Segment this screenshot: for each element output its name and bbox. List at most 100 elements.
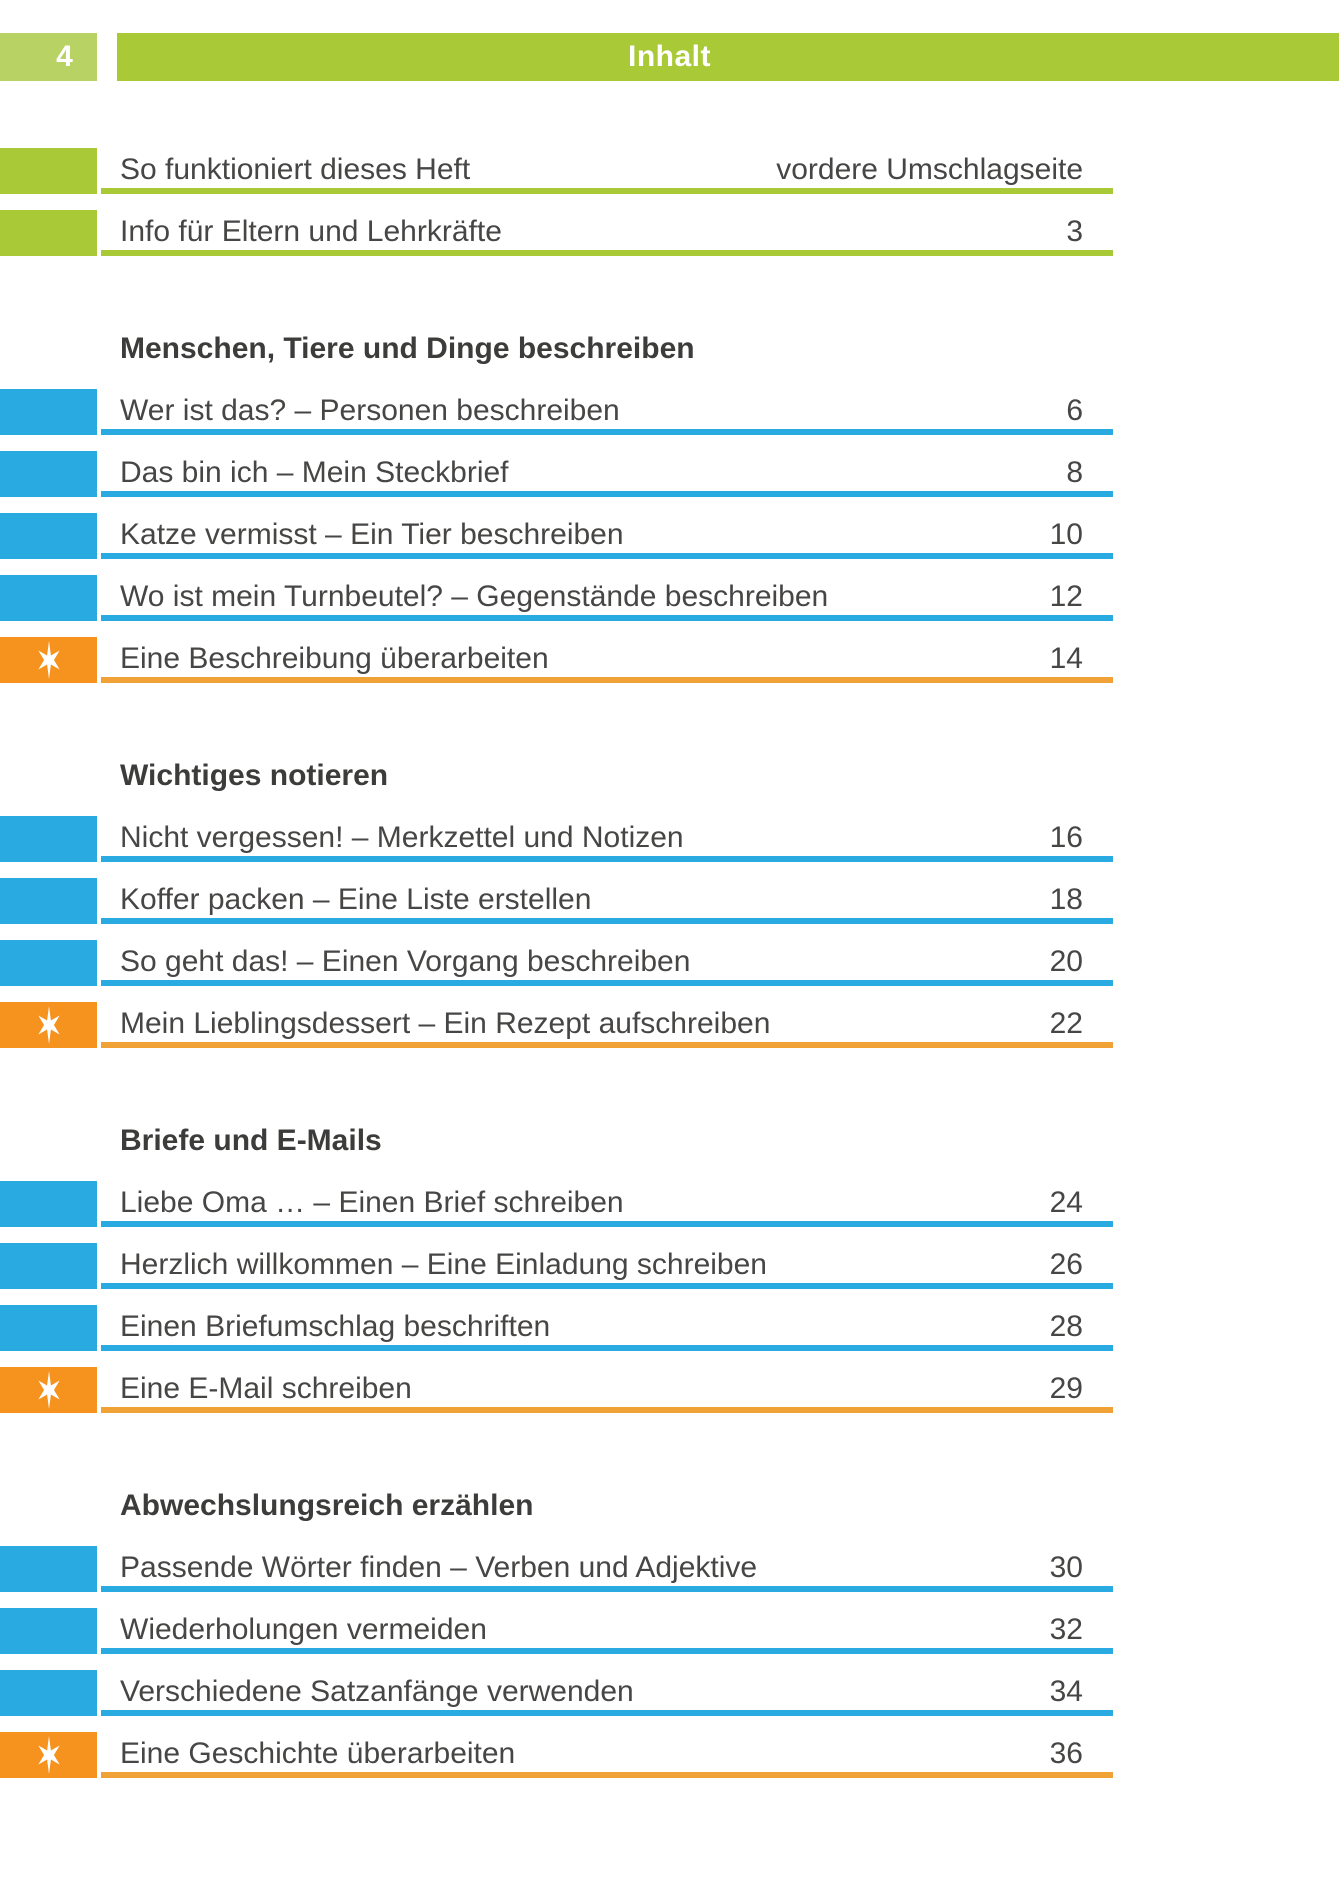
star-icon xyxy=(37,641,60,679)
toc-entry-page: 24 xyxy=(1049,1186,1083,1219)
toc-entry-page: 34 xyxy=(1049,1675,1083,1708)
toc-row: So geht das! – Einen Vorgang beschreiben… xyxy=(0,940,1339,986)
toc-row: Passende Wörter finden – Verben und Adje… xyxy=(0,1546,1339,1592)
section-heading: Wichtiges notieren xyxy=(120,759,389,792)
toc-entry-title: Eine Geschichte überarbeiten xyxy=(120,1737,516,1770)
toc-row-rule xyxy=(101,1648,1113,1654)
color-tab xyxy=(0,1243,97,1289)
color-tab xyxy=(0,1608,97,1654)
toc-row: Einen Briefumschlag beschriften 28 xyxy=(0,1305,1339,1351)
toc-row-rule xyxy=(101,1586,1113,1592)
toc-row: Verschiedene Satzanfänge verwenden 34 xyxy=(0,1670,1339,1716)
page-title: Inhalt xyxy=(628,40,711,73)
toc-row: Nicht vergessen! – Merkzettel und Notize… xyxy=(0,816,1339,862)
table-of-contents: So funktioniert dieses Heft vordere Umsch… xyxy=(0,148,1339,1794)
section-heading: Menschen, Tiere und Dinge beschreiben xyxy=(120,332,695,365)
toc-entry-page: 14 xyxy=(1049,642,1083,675)
color-tab xyxy=(0,1305,97,1351)
toc-entry-title: So funktioniert dieses Heft xyxy=(120,153,471,186)
toc-section: Abwechslungsreich erzählen Passende Wörte… xyxy=(0,1429,1339,1778)
toc-entry-title: Passende Wörter finden – Verben und Adje… xyxy=(120,1551,758,1584)
toc-row-rule xyxy=(101,1710,1113,1716)
section-heading: Abwechslungsreich erzählen xyxy=(120,1489,534,1522)
toc-section: Briefe und E-Mails Liebe Oma … – Einen Br… xyxy=(0,1064,1339,1413)
toc-entry-page: 8 xyxy=(1066,456,1083,489)
toc-entry-page: 22 xyxy=(1049,1007,1083,1040)
toc-section: Wichtiges notieren Nicht vergessen! – Mer… xyxy=(0,699,1339,1048)
toc-row: Info für Eltern und Lehrkräfte 3 xyxy=(0,210,1339,256)
star-tab xyxy=(0,637,97,683)
toc-row-rule xyxy=(101,1221,1113,1227)
toc-row: Das bin ich – Mein Steckbrief 8 xyxy=(0,451,1339,497)
toc-row-rule xyxy=(101,918,1113,924)
toc-row: Eine Geschichte überarbeiten 36 xyxy=(0,1732,1339,1778)
toc-entry-page: 3 xyxy=(1066,215,1083,248)
toc-entry-page: 10 xyxy=(1049,518,1083,551)
star-tab xyxy=(0,1002,97,1048)
toc-entry-title: Herzlich willkommen – Eine Einladung sch… xyxy=(120,1248,767,1281)
color-tab xyxy=(0,1546,97,1592)
toc-entry-title: Einen Briefumschlag beschriften xyxy=(120,1310,551,1343)
star-tab xyxy=(0,1367,97,1413)
toc-row-rule xyxy=(101,250,1113,256)
color-tab xyxy=(0,513,97,559)
toc-section: Menschen, Tiere und Dinge beschreiben Wer… xyxy=(0,272,1339,683)
toc-row: Wo ist mein Turnbeutel? – Gegenstände be… xyxy=(0,575,1339,621)
toc-entry-page: 12 xyxy=(1049,580,1083,613)
color-tab xyxy=(0,940,97,986)
toc-entry-page: 16 xyxy=(1049,821,1083,854)
color-tab xyxy=(0,816,97,862)
toc-row: Eine E-Mail schreiben 29 xyxy=(0,1367,1339,1413)
toc-entry-title: Liebe Oma … – Einen Brief schreiben xyxy=(120,1186,624,1219)
page-header: 4 Inhalt xyxy=(0,33,1339,81)
color-tab xyxy=(0,389,97,435)
toc-entry-title: Wiederholungen vermeiden xyxy=(120,1613,487,1646)
toc-row-rule xyxy=(101,188,1113,194)
toc-row: Herzlich willkommen – Eine Einladung sch… xyxy=(0,1243,1339,1289)
toc-entry-title: Eine Beschreibung überarbeiten xyxy=(120,642,549,675)
toc-row: Liebe Oma … – Einen Brief schreiben 24 xyxy=(0,1181,1339,1227)
color-tab xyxy=(0,210,97,256)
color-tab xyxy=(0,575,97,621)
header-bar xyxy=(117,33,1339,81)
toc-row-rule xyxy=(101,553,1113,559)
star-icon xyxy=(37,1736,60,1774)
toc-row-rule xyxy=(101,677,1113,683)
star-icon xyxy=(37,1006,60,1044)
toc-entry-page: 28 xyxy=(1049,1310,1083,1343)
toc-entry-page: 18 xyxy=(1049,883,1083,916)
toc-entry-title: Info für Eltern und Lehrkräfte xyxy=(120,215,502,248)
color-tab xyxy=(0,1670,97,1716)
toc-entry-page: 26 xyxy=(1049,1248,1083,1281)
toc-row-rule xyxy=(101,1407,1113,1413)
toc-row: Mein Lieblingsdessert – Ein Rezept aufsc… xyxy=(0,1002,1339,1048)
star-tab xyxy=(0,1732,97,1778)
toc-entry-page: 29 xyxy=(1049,1372,1083,1405)
toc-row-rule xyxy=(101,429,1113,435)
toc-row-rule xyxy=(101,1042,1113,1048)
page-number: 4 xyxy=(56,40,73,73)
page-number-box: 4 xyxy=(0,33,97,81)
toc-entry-title: Wo ist mein Turnbeutel? – Gegenstände be… xyxy=(120,580,829,613)
toc-entry-title: Katze vermisst – Ein Tier beschreiben xyxy=(120,518,624,551)
toc-entry-title: Das bin ich – Mein Steckbrief xyxy=(120,456,509,489)
toc-entry-title: So geht das! – Einen Vorgang beschreiben xyxy=(120,945,691,978)
toc-entry-title: Wer ist das? – Personen beschreiben xyxy=(120,394,620,427)
color-tab xyxy=(0,1181,97,1227)
star-icon xyxy=(37,1371,60,1409)
toc-row-rule xyxy=(101,1283,1113,1289)
toc-entry-page: 30 xyxy=(1049,1551,1083,1584)
color-tab xyxy=(0,451,97,497)
color-tab xyxy=(0,878,97,924)
toc-row-rule xyxy=(101,1772,1113,1778)
color-tab xyxy=(0,148,97,194)
toc-row-rule xyxy=(101,491,1113,497)
toc-row-rule xyxy=(101,980,1113,986)
toc-row: Wer ist das? – Personen beschreiben 6 xyxy=(0,389,1339,435)
toc-entry-page: 20 xyxy=(1049,945,1083,978)
toc-row: So funktioniert dieses Heft vordere Umsch… xyxy=(0,148,1339,194)
toc-row: Wiederholungen vermeiden 32 xyxy=(0,1608,1339,1654)
toc-entry-page: vordere Umschlagseite xyxy=(776,153,1083,186)
toc-row-rule xyxy=(101,856,1113,862)
toc-entry-title: Eine E-Mail schreiben xyxy=(120,1372,412,1405)
